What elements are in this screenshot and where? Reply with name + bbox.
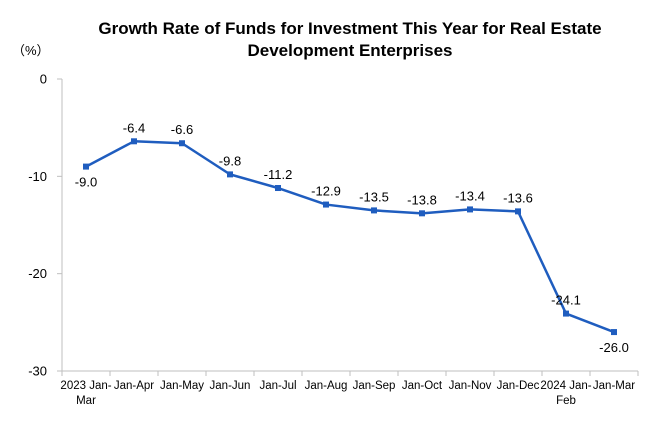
x-tick-label: 2023 Jan- Mar	[60, 380, 111, 407]
data-label: -13.6	[503, 190, 533, 205]
x-tick-label-line: Jan-Dec	[497, 380, 540, 392]
chart-title: Growth Rate of Funds for Investment This…	[60, 18, 640, 62]
x-tick-label-line: Jan-Jun	[210, 380, 251, 392]
data-label: -24.1	[551, 293, 581, 308]
data-label: -9.0	[75, 175, 97, 190]
data-label: -12.9	[311, 184, 341, 199]
chart-title-line-2: Development Enterprises	[247, 41, 453, 60]
y-tick-label: -10	[28, 169, 47, 184]
series-line	[85, 140, 615, 334]
y-tick-label: -20	[28, 266, 47, 281]
data-point	[611, 329, 617, 336]
data-label: -9.8	[219, 153, 241, 168]
data-label: -13.4	[455, 188, 485, 203]
x-tick-label-line: Jan-Jul	[259, 380, 296, 392]
data-point	[371, 207, 377, 214]
data-point	[563, 310, 569, 317]
data-label: -11.2	[264, 167, 293, 182]
x-tick-label: Jan-Jun	[210, 380, 251, 392]
data-label: -6.6	[171, 122, 193, 137]
x-tick-label: Jan-Apr	[114, 380, 154, 392]
data-point	[323, 201, 329, 208]
data-point	[275, 185, 281, 192]
y-unit-label: （%）	[12, 43, 50, 58]
x-tick-label-line: Jan-May	[160, 380, 204, 392]
y-tick-label: -30	[28, 364, 47, 379]
x-tick-label-line: Jan-Oct	[402, 380, 443, 392]
data-point	[467, 206, 473, 213]
x-tick-label: Jan-Aug	[305, 380, 348, 392]
x-tick-label: Jan-Nov	[449, 380, 492, 392]
x-tick-label-line: Jan-Apr	[114, 380, 154, 392]
x-tick-label: Jan-Sep	[353, 380, 396, 392]
data-label: -6.4	[123, 120, 145, 135]
data-label: -26.0	[599, 340, 629, 355]
x-tick-label: Jan-Jul	[259, 380, 296, 392]
x-tick-label: Jan-Dec	[497, 380, 540, 392]
data-point	[83, 163, 89, 170]
data-point	[419, 210, 425, 217]
x-tick-label-line: 2023 Jan-	[60, 380, 111, 392]
x-tick-label-line: Mar	[76, 395, 96, 407]
chart-title-line-1: Growth Rate of Funds for Investment This…	[98, 19, 602, 38]
x-tick-label: Jan-Oct	[402, 380, 443, 392]
x-tick-label-line: Jan-Nov	[449, 380, 492, 392]
data-point	[131, 138, 137, 145]
x-tick-label-line: 2024 Jan-	[540, 380, 591, 392]
x-tick-label-line: Jan-Aug	[305, 380, 348, 392]
data-point	[179, 140, 185, 147]
x-tick-label: Jan-Mar	[593, 380, 635, 392]
x-tick-label: 2024 Jan- Feb	[540, 380, 591, 407]
x-tick-label-line: Jan-Mar	[593, 380, 635, 392]
data-label: -13.5	[359, 189, 389, 204]
data-label: -13.8	[407, 192, 437, 207]
x-tick-label: Jan-May	[160, 380, 204, 392]
data-point	[515, 208, 521, 215]
x-tick-label-line: Feb	[556, 395, 576, 407]
x-tick-label-line: Jan-Sep	[353, 380, 396, 392]
data-point	[227, 171, 233, 178]
y-tick-label: 0	[40, 72, 47, 87]
